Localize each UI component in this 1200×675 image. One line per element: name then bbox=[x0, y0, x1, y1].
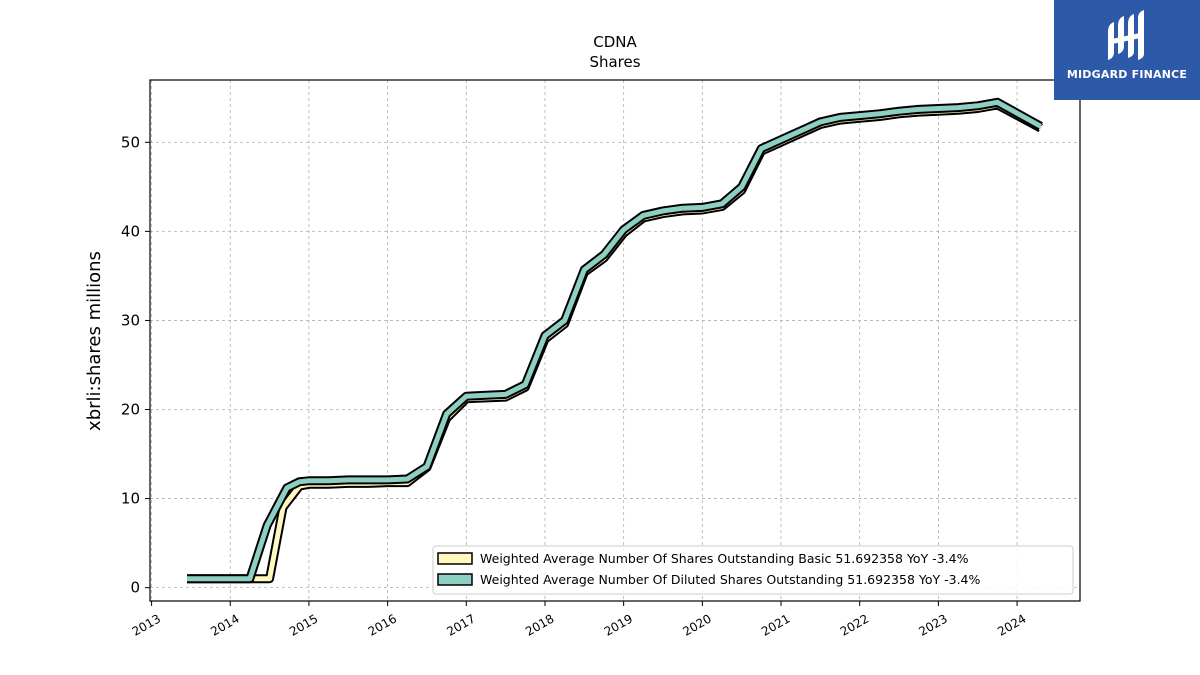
plot-area bbox=[150, 80, 1080, 601]
legend-swatch-1 bbox=[437, 552, 473, 565]
x-axis: 2013 2014 2015 2016 2017 2018 2019 2020 2021 2022… bbox=[130, 601, 1029, 639]
legend-box bbox=[432, 545, 1074, 595]
x-tick-label: 2022 bbox=[838, 611, 871, 638]
legend-label-1: Weighted Average Number Of Shares Outsta… bbox=[480, 551, 969, 566]
logo-text: MIDGARD FINANCE bbox=[1066, 68, 1188, 81]
x-tick-label: 2019 bbox=[602, 611, 635, 638]
y-axis-label: xbrli:shares millions bbox=[84, 251, 105, 431]
midgard-finance-logo: MIDGARD FINANCE bbox=[1054, 0, 1200, 100]
x-tick-label: 2016 bbox=[366, 611, 399, 638]
y-tick-label: 40 bbox=[121, 222, 140, 240]
legend-swatch-2 bbox=[437, 573, 473, 586]
chart-title: CDNA bbox=[593, 33, 637, 51]
x-tick-label: 2021 bbox=[759, 611, 792, 638]
legend-label-2: Weighted Average Number Of Diluted Share… bbox=[480, 572, 980, 587]
y-tick-label: 50 bbox=[121, 133, 140, 151]
x-tick-label: 2018 bbox=[523, 611, 556, 638]
y-tick-label: 0 bbox=[130, 579, 140, 597]
x-tick-label: 2020 bbox=[680, 611, 713, 638]
chart-subtitle: Shares bbox=[589, 53, 640, 71]
x-tick-label: 2013 bbox=[130, 611, 163, 638]
legend: Weighted Average Number Of Shares Outsta… bbox=[432, 545, 1074, 595]
x-tick-label: 2014 bbox=[208, 611, 241, 638]
y-tick-label: 30 bbox=[121, 311, 140, 329]
x-tick-label: 2023 bbox=[916, 611, 949, 638]
y-tick-label: 10 bbox=[121, 490, 140, 508]
series-line-2 bbox=[187, 99, 1042, 582]
x-tick-label: 2017 bbox=[444, 611, 477, 638]
y-tick-label: 20 bbox=[121, 401, 140, 419]
midgard-logo-icon bbox=[1108, 10, 1144, 60]
plot-frame bbox=[149, 79, 1081, 602]
y-axis: 0 10 20 30 40 50 bbox=[121, 133, 150, 597]
x-tick-label: 2015 bbox=[287, 611, 320, 638]
x-tick-label: 2024 bbox=[995, 611, 1028, 638]
series-layer bbox=[187, 97, 1043, 584]
